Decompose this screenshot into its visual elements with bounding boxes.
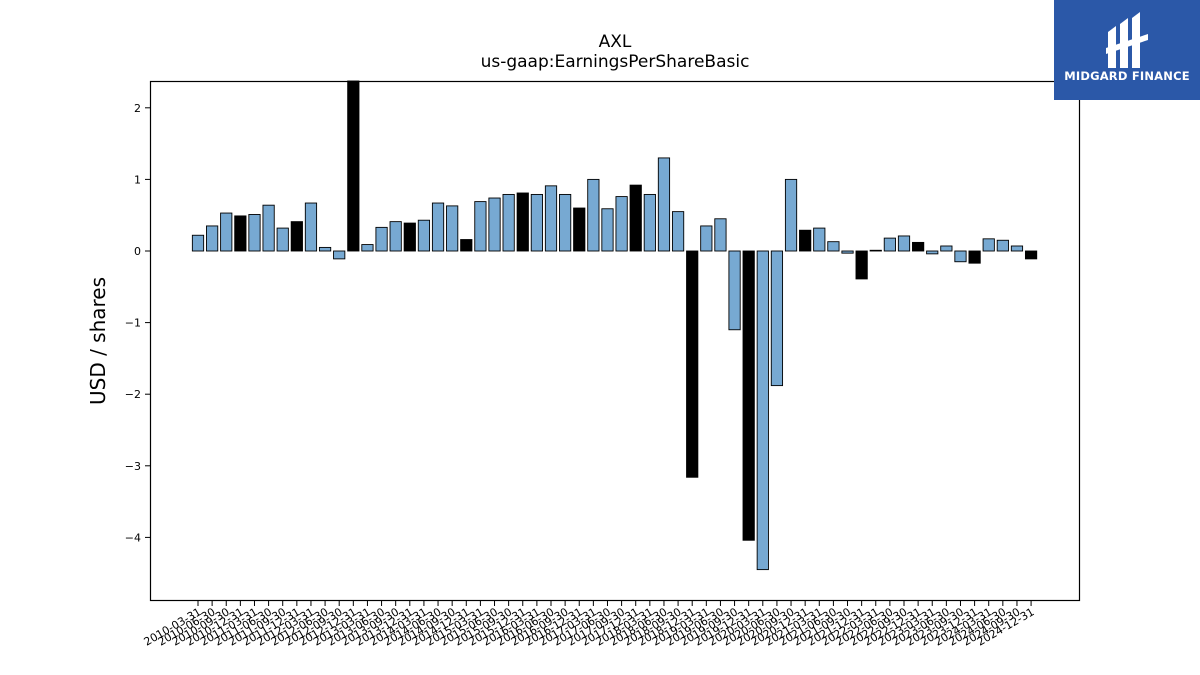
bar-2017-12-31 bbox=[629, 184, 642, 252]
bar-2013-06-30 bbox=[375, 226, 388, 252]
bar-2011-09-30 bbox=[276, 227, 289, 252]
bar-2017-03-31 bbox=[587, 178, 600, 252]
bar-2013-09-30 bbox=[389, 221, 402, 252]
bar-2017-06-30 bbox=[601, 208, 614, 252]
x-axis-ticks: 2010-03-312010-06-302010-09-302010-12-31… bbox=[142, 601, 1037, 649]
bar-2017-09-30 bbox=[615, 196, 628, 252]
bar-2015-06-30 bbox=[488, 197, 501, 252]
bar-2013-12-31 bbox=[403, 222, 416, 252]
bar-2019-09-30 bbox=[728, 250, 741, 331]
bar-2018-12-31 bbox=[686, 250, 699, 478]
bar-2019-06-30 bbox=[714, 218, 727, 252]
bar-2015-09-30 bbox=[502, 193, 515, 252]
bar-2010-12-31 bbox=[234, 215, 247, 252]
y-axis-label: USD / shares bbox=[86, 277, 110, 405]
y-tick-label: 1 bbox=[134, 173, 141, 186]
bar-2014-09-30 bbox=[446, 205, 459, 252]
y-tick-label: −1 bbox=[125, 317, 141, 330]
plot-frame bbox=[149, 80, 1081, 602]
y-tick-label: 0 bbox=[134, 245, 141, 258]
chart-subtitle: us-gaap:EarningsPerShareBasic bbox=[480, 52, 750, 72]
bar-2021-12-31 bbox=[855, 250, 868, 280]
bar-2012-12-31 bbox=[347, 80, 360, 252]
midgard-logo-icon bbox=[1106, 12, 1148, 68]
bar-2024-09-30 bbox=[1010, 245, 1024, 252]
bar-2011-03-31 bbox=[248, 214, 261, 252]
y-axis-ticks: 2 1 0 −1 −2 −3 −4 bbox=[125, 102, 150, 544]
brand-name: MIDGARD FINANCE bbox=[1064, 69, 1190, 83]
bar-2010-03-31 bbox=[191, 234, 205, 252]
bar-2024-12-31 bbox=[1024, 250, 1038, 260]
bar-2014-12-31 bbox=[460, 239, 473, 252]
y-tick-label: −3 bbox=[125, 460, 141, 473]
bar-2010-06-30 bbox=[206, 225, 219, 252]
bar-2021-06-30 bbox=[827, 241, 840, 252]
bar-2015-03-31 bbox=[474, 201, 487, 252]
bar-2019-03-31 bbox=[700, 225, 713, 252]
bar-2019-12-31 bbox=[742, 250, 755, 541]
bar-2016-09-30 bbox=[559, 193, 572, 252]
bar-2020-12-31 bbox=[799, 229, 812, 252]
bar-2024-06-30 bbox=[996, 239, 1009, 252]
bar-2023-03-31 bbox=[926, 250, 939, 255]
bar-2022-03-31 bbox=[869, 249, 882, 252]
bar-2016-03-31 bbox=[530, 193, 543, 252]
bar-2020-09-30 bbox=[784, 178, 798, 252]
bar-2023-06-30 bbox=[940, 245, 953, 252]
y-tick-label: −4 bbox=[125, 531, 141, 544]
bar-2021-09-30 bbox=[841, 250, 854, 254]
bar-2020-06-30 bbox=[770, 250, 784, 387]
bar-2012-03-31 bbox=[304, 202, 318, 252]
bar-2016-06-30 bbox=[544, 185, 558, 252]
bar-2018-03-31 bbox=[643, 193, 656, 252]
chart-title: AXL bbox=[598, 32, 632, 52]
bar-2015-12-31 bbox=[516, 192, 529, 252]
bar-2012-09-30 bbox=[333, 250, 346, 260]
bar-2022-06-30 bbox=[883, 237, 896, 252]
bars bbox=[191, 80, 1038, 571]
bar-2023-09-30 bbox=[954, 250, 967, 263]
y-tick-label: 2 bbox=[134, 102, 141, 115]
bar-2014-03-31 bbox=[417, 219, 431, 252]
brand-logo: MIDGARD FINANCE bbox=[1054, 0, 1200, 100]
bar-2014-06-30 bbox=[431, 202, 445, 252]
bar-2011-06-30 bbox=[262, 204, 275, 252]
bar-2018-06-30 bbox=[657, 157, 671, 252]
bar-2022-12-31 bbox=[912, 241, 925, 252]
bar-2016-12-31 bbox=[573, 207, 586, 252]
bar-2012-06-30 bbox=[318, 246, 332, 252]
bar-2020-03-31 bbox=[756, 250, 769, 571]
bar-2010-09-30 bbox=[220, 212, 233, 252]
bar-2024-03-31 bbox=[982, 238, 995, 252]
bar-2021-03-31 bbox=[813, 227, 826, 252]
bar-2022-09-30 bbox=[897, 235, 911, 252]
bar-2013-03-31 bbox=[361, 244, 374, 252]
y-tick-label: −2 bbox=[125, 388, 141, 401]
bar-2011-12-31 bbox=[290, 221, 303, 252]
bar-2023-12-31 bbox=[968, 250, 981, 264]
bar-2018-09-30 bbox=[671, 211, 685, 252]
